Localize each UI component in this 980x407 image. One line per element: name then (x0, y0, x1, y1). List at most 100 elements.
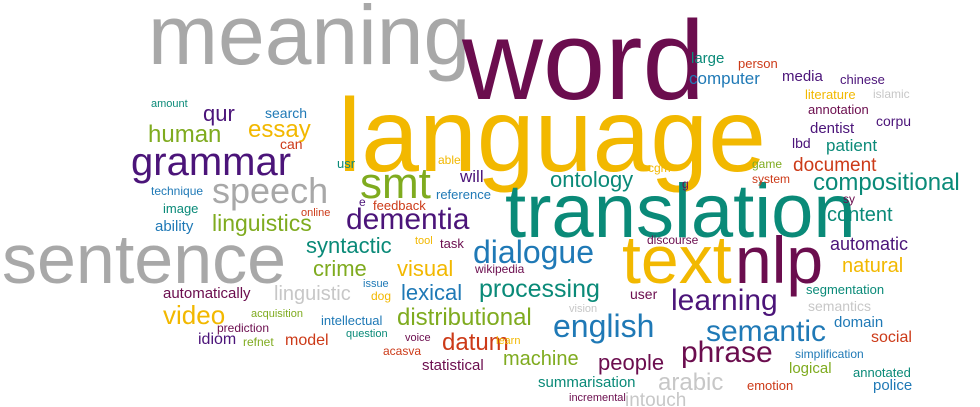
word-automatic: automatic (830, 233, 909, 254)
word-tool: tool (415, 235, 433, 248)
word-smt: smt (360, 158, 431, 208)
word-document: document (793, 154, 877, 176)
word-language: language (338, 77, 766, 194)
word-vision: vision (569, 303, 598, 316)
word-essay: essay (248, 115, 311, 143)
word-model: model (285, 332, 329, 350)
word-phrase: phrase (681, 336, 773, 369)
word-sy: sy (843, 192, 855, 207)
word-syntactic: syntactic (306, 233, 392, 259)
word-corpu: corpu (876, 112, 912, 129)
word-discourse: discourse (647, 233, 699, 248)
word-usr: usr (337, 155, 356, 171)
word-acquisition: acquisition (251, 308, 303, 321)
word-nlp: nlp (735, 223, 824, 298)
word-semantic: semantic (706, 315, 827, 348)
word-lexical: lexical (401, 280, 463, 306)
word-semantics: semantics (808, 297, 872, 314)
word-logical: logical (789, 360, 832, 377)
word-acasva: acasva (383, 344, 422, 359)
word-content: content (827, 204, 893, 226)
word-text: text (622, 221, 732, 298)
word-computer: computer (689, 69, 760, 89)
word-lbd: lbd (792, 134, 811, 151)
word-crime: crime (313, 256, 367, 282)
word-feedback: feedback (373, 197, 426, 213)
word-segmentation: segmentation (806, 281, 885, 297)
word-video: video (163, 300, 226, 331)
word-meaning: meaning (148, 0, 471, 82)
word-question: question (346, 328, 388, 341)
word-linguistic: linguistic (274, 283, 351, 305)
word-incremental: incremental (569, 392, 626, 405)
word-e: e (359, 195, 366, 210)
word-distributional: distributional (397, 303, 532, 331)
word-intouch: intouch (625, 389, 687, 407)
word-automatically: automatically (163, 285, 251, 302)
word-prediction: prediction (217, 321, 270, 336)
word-machine: machine (503, 348, 579, 370)
word-islamic: islamic (873, 87, 910, 102)
word-simplification: simplification (795, 347, 864, 362)
word-datum: datum (442, 328, 509, 356)
word-processing: processing (479, 275, 600, 303)
word-dialogue: dialogue (473, 234, 594, 271)
word-can: can (280, 135, 303, 152)
word-amount: amount (151, 98, 188, 111)
word-social: social (871, 329, 912, 347)
word-dementia: dementia (346, 203, 470, 236)
word-chinese: chinese (840, 71, 885, 87)
word-media: media (782, 68, 823, 85)
word-english: english (553, 308, 655, 345)
word-compositional: compositional (813, 168, 960, 196)
word-system: system (752, 172, 791, 187)
word-dentist: dentist (810, 120, 855, 137)
word-natural: natural (842, 255, 904, 277)
word-summarisation: summarisation (538, 374, 636, 391)
word-learning: learning (671, 284, 778, 317)
word-refnet: refnet (243, 335, 274, 350)
word-people: people (598, 350, 665, 376)
word-visual: visual (397, 256, 454, 282)
word-large: large (691, 50, 725, 67)
word-literature: literature (805, 86, 856, 102)
word-able: able (438, 153, 461, 168)
word-learn: learn (496, 335, 521, 348)
word-search: search (265, 104, 308, 121)
word-annotation: annotation (808, 101, 869, 117)
word-dog: dog (371, 289, 392, 304)
word-will: will (460, 167, 484, 187)
word-ability: ability (155, 218, 194, 235)
word-game: game (752, 157, 783, 172)
word-qur: qur (203, 101, 235, 127)
word-patient: patient (826, 136, 878, 156)
word-cgm: cgm (648, 161, 671, 176)
word-g: g (682, 177, 689, 192)
word-emotion: emotion (747, 377, 794, 393)
word-grammar: grammar (131, 140, 292, 184)
word-human: human (148, 120, 222, 148)
word-image: image (163, 200, 199, 216)
word-sentence: sentence (2, 220, 287, 298)
word-online: online (301, 207, 331, 220)
word-reference: reference (436, 186, 491, 202)
word-translation: translation (505, 169, 856, 255)
word-user: user (630, 285, 658, 302)
word-annotated: annotated (853, 364, 911, 380)
word-statistical: statistical (422, 357, 484, 374)
word-idiom: idiom (198, 331, 237, 349)
word-voice: voice (405, 332, 431, 345)
word-wikipedia: wikipedia (475, 262, 525, 277)
word-police: police (873, 377, 913, 394)
word-person: person (738, 55, 778, 71)
word-speech: speech (212, 170, 329, 212)
word-intellectual: intellectual (321, 312, 383, 328)
word-task: task (440, 235, 464, 251)
word-ontology: ontology (550, 167, 634, 193)
word-technique: technique (151, 184, 204, 199)
word-domain: domain (834, 314, 884, 331)
word-arabic: arabic (658, 368, 724, 396)
word-issue: issue (363, 278, 389, 291)
word-linguistics: linguistics (212, 209, 312, 236)
